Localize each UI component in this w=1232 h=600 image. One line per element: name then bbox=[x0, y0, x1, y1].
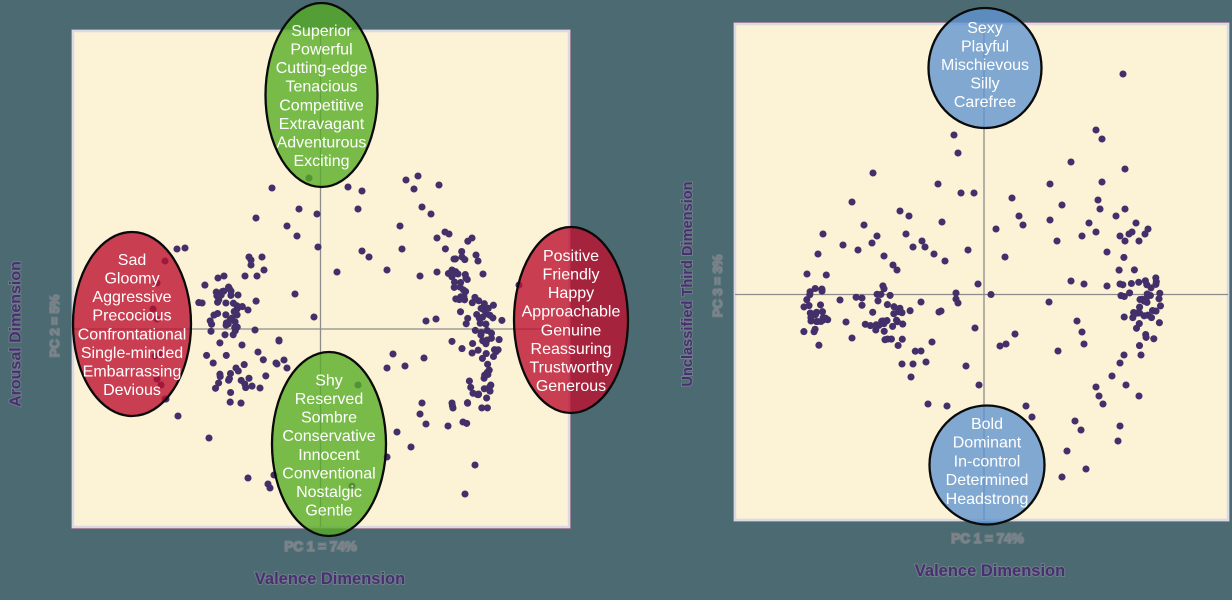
svg-text:Approachable: Approachable bbox=[522, 304, 621, 321]
svg-text:Generous: Generous bbox=[536, 378, 606, 395]
svg-text:Determined: Determined bbox=[946, 472, 1029, 489]
svg-text:Headstrong: Headstrong bbox=[946, 491, 1029, 508]
svg-text:Reserved: Reserved bbox=[295, 391, 363, 408]
svg-text:Conservative: Conservative bbox=[282, 428, 375, 445]
svg-text:Adventurous: Adventurous bbox=[277, 135, 367, 152]
svg-text:Friendly: Friendly bbox=[543, 267, 600, 284]
svg-text:Innocent: Innocent bbox=[298, 447, 360, 464]
svg-text:Nostalgic: Nostalgic bbox=[296, 484, 362, 501]
svg-text:In-control: In-control bbox=[954, 453, 1021, 470]
svg-text:Single-minded: Single-minded bbox=[81, 345, 183, 362]
svg-text:Positive: Positive bbox=[543, 248, 599, 265]
svg-text:Genuine: Genuine bbox=[541, 322, 602, 339]
svg-text:Exciting: Exciting bbox=[293, 153, 349, 170]
svg-text:PC 1 = 74%: PC 1 = 74% bbox=[951, 531, 1023, 546]
svg-text:Powerful: Powerful bbox=[290, 42, 352, 59]
svg-text:Sad: Sad bbox=[118, 252, 146, 269]
svg-text:Tenacious: Tenacious bbox=[285, 79, 357, 96]
svg-text:Reassuring: Reassuring bbox=[531, 341, 612, 358]
svg-text:Embarrassing: Embarrassing bbox=[83, 364, 182, 381]
svg-text:Sombre: Sombre bbox=[301, 410, 357, 427]
svg-text:PC 3 = 3%: PC 3 = 3% bbox=[710, 254, 725, 317]
svg-text:Dominant: Dominant bbox=[953, 435, 1022, 452]
svg-text:Happy: Happy bbox=[548, 285, 594, 302]
svg-text:Superior: Superior bbox=[291, 23, 352, 40]
svg-text:Unclassified Third Dimension: Unclassified Third Dimension bbox=[680, 181, 696, 386]
svg-text:Valence Dimension: Valence Dimension bbox=[915, 562, 1065, 580]
svg-text:Aggressive: Aggressive bbox=[92, 289, 171, 306]
svg-text:Trustworthy: Trustworthy bbox=[530, 360, 613, 377]
svg-text:Conventional: Conventional bbox=[282, 465, 375, 482]
svg-text:Sexy: Sexy bbox=[967, 20, 1003, 37]
svg-text:PC 2 = 5%: PC 2 = 5% bbox=[47, 294, 62, 357]
svg-text:Valence Dimension: Valence Dimension bbox=[255, 570, 405, 588]
svg-text:Silly: Silly bbox=[970, 76, 999, 93]
svg-text:Devious: Devious bbox=[103, 382, 161, 399]
svg-text:Cutting-edge: Cutting-edge bbox=[276, 60, 368, 77]
svg-text:Arousal Dimension: Arousal Dimension bbox=[8, 261, 25, 407]
svg-text:Mischievous: Mischievous bbox=[941, 57, 1029, 74]
svg-text:Confrontational: Confrontational bbox=[78, 326, 187, 343]
svg-text:Extravagant: Extravagant bbox=[279, 116, 365, 133]
svg-text:Competitive: Competitive bbox=[279, 97, 364, 114]
svg-text:Playful: Playful bbox=[961, 39, 1009, 56]
svg-text:Precocious: Precocious bbox=[92, 308, 171, 325]
svg-text:PC 1 = 74%: PC 1 = 74% bbox=[284, 539, 356, 554]
svg-text:Shy: Shy bbox=[315, 372, 343, 389]
svg-text:Gentle: Gentle bbox=[305, 503, 352, 520]
svg-text:Carefree: Carefree bbox=[954, 94, 1016, 111]
svg-text:Gloomy: Gloomy bbox=[104, 271, 159, 288]
svg-text:Bold: Bold bbox=[971, 416, 1003, 433]
